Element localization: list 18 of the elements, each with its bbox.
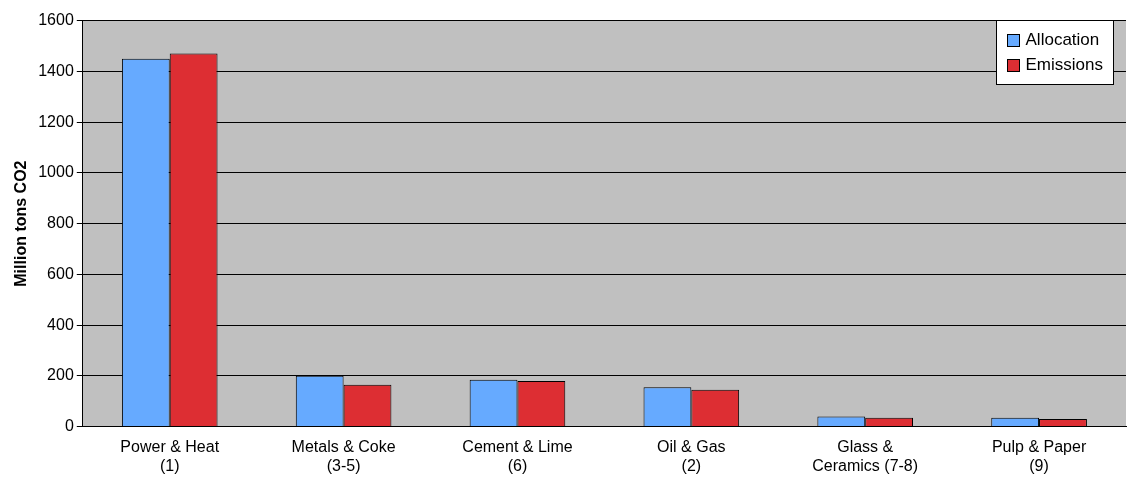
legend-label: Allocation [1025, 30, 1100, 50]
y-tick-label: 600 [47, 264, 74, 282]
y-tick-label: 0 [64, 417, 74, 435]
x-tick-label: Metals & Coke (3-5) [291, 437, 396, 474]
x-tick-label: Oil & Gas (2) [657, 437, 726, 474]
x-tick-label: Cement & Lime (6) [462, 437, 573, 474]
x-tick-label: Glass & Ceramics (7-8) [812, 437, 919, 474]
y-tick-label: 1000 [38, 163, 74, 181]
x-tick-label: Power & Heat (1) [120, 437, 220, 474]
y-tick-label: 1200 [38, 112, 74, 130]
y-tick-label: 200 [47, 366, 74, 384]
y-tick-label: 1600 [38, 11, 74, 29]
y-tick-label: 1400 [38, 61, 74, 79]
x-tick-label: Pulp & Paper (9) [991, 437, 1087, 474]
y-tick-label: 800 [47, 214, 74, 232]
legend-label: Emissions [1025, 55, 1103, 75]
y-axis-title: Million tons CO2 [12, 160, 30, 287]
y-tick-label: 400 [47, 315, 74, 333]
